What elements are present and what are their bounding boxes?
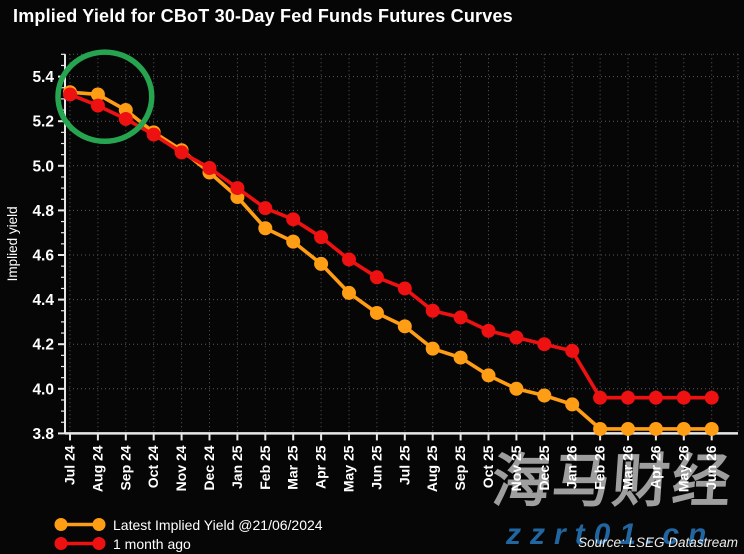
data-point — [286, 234, 301, 249]
svg-text:Jun 26: Jun 26 — [703, 445, 719, 490]
data-point — [425, 341, 440, 356]
svg-text:Mar 25: Mar 25 — [285, 445, 301, 490]
data-point — [481, 323, 496, 338]
data-point — [314, 230, 329, 245]
y-tick-labels: 3.8 4.0 4.2 4.4 4.6 4.8 5.0 5.2 5.4 — [32, 69, 54, 443]
data-point — [704, 421, 719, 436]
svg-text:4.0: 4.0 — [32, 381, 54, 398]
svg-text:Aug 24: Aug 24 — [89, 445, 105, 492]
svg-text:Jun 25: Jun 25 — [368, 445, 384, 490]
svg-text:5.0: 5.0 — [32, 158, 54, 175]
data-point — [621, 390, 635, 405]
data-point — [537, 337, 552, 352]
svg-text:5.2: 5.2 — [32, 114, 54, 131]
svg-text:Apr 25: Apr 25 — [313, 445, 329, 489]
data-point — [704, 390, 719, 405]
data-point — [314, 256, 329, 271]
svg-text:Dec 24: Dec 24 — [201, 445, 217, 490]
data-point — [676, 390, 691, 405]
axes — [64, 54, 738, 435]
data-point — [537, 388, 552, 403]
legend-item-latest-implied-yield: Latest Implied Yield @21/06/2024 — [54, 515, 323, 534]
svg-text:Dec 25: Dec 25 — [536, 445, 552, 490]
svg-text:Jul 25: Jul 25 — [396, 445, 412, 485]
data-point — [648, 421, 663, 436]
svg-text:Jul 24: Jul 24 — [62, 445, 78, 485]
data-point — [621, 421, 635, 436]
svg-text:Aug 25: Aug 25 — [424, 445, 440, 492]
data-point — [509, 381, 524, 396]
svg-text:Sep 25: Sep 25 — [452, 445, 468, 490]
svg-text:4.8: 4.8 — [32, 203, 54, 220]
svg-text:Nov 25: Nov 25 — [508, 445, 524, 491]
svg-text:May 25: May 25 — [341, 445, 357, 492]
data-point — [342, 285, 356, 300]
svg-text:Nov 24: Nov 24 — [173, 445, 189, 491]
data-point — [481, 368, 496, 383]
data-point — [174, 145, 189, 160]
data-point — [258, 201, 273, 216]
svg-text:5.4: 5.4 — [32, 69, 54, 86]
highlight-circle-annotation — [55, 49, 155, 145]
svg-text:3.8: 3.8 — [32, 426, 54, 443]
svg-text:Feb 26: Feb 26 — [592, 445, 608, 490]
data-point — [286, 212, 301, 227]
legend-item-1-month-ago: 1 month ago — [54, 534, 323, 553]
svg-text:May 26: May 26 — [675, 445, 691, 492]
svg-text:4.4: 4.4 — [32, 292, 54, 309]
data-point — [509, 330, 524, 345]
svg-text:Implied yield: Implied yield — [5, 206, 20, 281]
data-point — [258, 221, 273, 236]
data-point — [676, 421, 691, 436]
y-axis-title: Implied yield — [5, 206, 20, 281]
gridlines — [65, 53, 739, 434]
source-credit: Source: LSEG Datastream — [578, 535, 738, 550]
svg-text:Oct 25: Oct 25 — [480, 445, 496, 488]
data-point — [146, 127, 161, 142]
svg-text:Sep 24: Sep 24 — [117, 445, 133, 490]
series-1-month-ago — [63, 87, 719, 405]
svg-text:Feb 25: Feb 25 — [257, 445, 273, 490]
data-point — [90, 98, 105, 113]
data-point — [593, 390, 608, 405]
legend-marker-red-icon — [54, 537, 106, 550]
svg-text:Jan 25: Jan 25 — [229, 445, 245, 489]
data-point — [369, 270, 384, 285]
svg-text:Mar 26: Mar 26 — [620, 445, 636, 490]
data-point — [453, 350, 468, 365]
data-point — [565, 397, 580, 412]
watermark-url: zzrt01.cn — [506, 518, 716, 551]
svg-text:Oct 24: Oct 24 — [145, 445, 161, 488]
data-point — [230, 181, 245, 196]
data-point — [369, 305, 384, 320]
data-point — [565, 343, 580, 358]
data-point — [342, 252, 356, 267]
data-point — [397, 281, 412, 296]
data-point — [118, 111, 133, 126]
data-point — [397, 319, 412, 334]
svg-text:4.6: 4.6 — [32, 248, 54, 265]
svg-text:4.2: 4.2 — [32, 337, 54, 354]
legend: Latest Implied Yield @21/06/2024 1 month… — [54, 515, 323, 553]
data-point — [202, 161, 217, 176]
data-point — [63, 87, 77, 102]
page-title: Implied Yield for CBoT 30-Day Fed Funds … — [13, 6, 513, 26]
data-point — [425, 303, 440, 318]
legend-label-1-month-ago: 1 month ago — [113, 535, 191, 552]
data-point — [648, 390, 663, 405]
x-tick-labels: Jul 24 Aug 24 Sep 24 Oct 24 Nov 24 Dec 24 Jan … — [62, 445, 720, 492]
data-point — [593, 421, 608, 436]
svg-text:Jan 26: Jan 26 — [564, 445, 580, 489]
svg-text:Apr 26: Apr 26 — [647, 445, 663, 489]
legend-label-latest-implied-yield: Latest Implied Yield @21/06/2024 — [113, 516, 323, 533]
data-point — [90, 87, 105, 102]
data-point — [453, 310, 468, 325]
legend-marker-orange-icon — [54, 518, 106, 531]
